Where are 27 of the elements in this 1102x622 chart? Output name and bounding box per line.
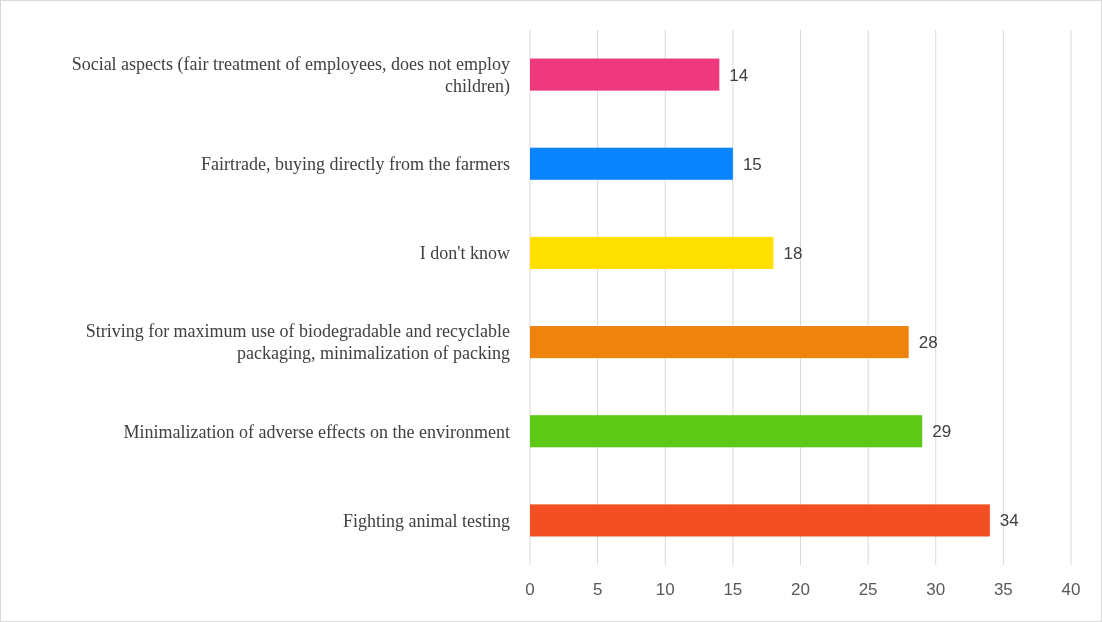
y-tick-label: I don't know (419, 243, 510, 264)
x-tick-label: 10 (655, 580, 675, 599)
bar (530, 236, 774, 269)
bar (530, 504, 990, 537)
x-tick-label: 25 (858, 580, 878, 599)
data-label: 34 (999, 511, 1019, 531)
y-tick-label: Fighting animal testing (343, 510, 510, 531)
data-label: 14 (729, 65, 749, 85)
x-tick-label: 15 (723, 580, 743, 599)
y-tick-label: Striving for maximum use of biodegradable and recyclable packaging, minimalization of packing (85, 321, 510, 364)
data-label: 18 (783, 243, 803, 263)
y-tick-label: Minimalization of adverse effects on the environment (123, 421, 510, 442)
data-label: 29 (932, 422, 952, 442)
x-tick-label: 0 (525, 580, 535, 599)
data-label: 28 (918, 333, 938, 353)
y-tick-label: Fairtrade, buying directly from the farmers (201, 154, 510, 175)
x-tick-label: 30 (926, 580, 946, 599)
bar (530, 58, 720, 91)
y-tick-label: Social aspects (fair treatment of employees, does not employ children) (71, 53, 511, 97)
bar (530, 147, 733, 180)
data-label: 15 (742, 154, 762, 174)
bar (530, 326, 909, 359)
x-tick-label: 40 (1061, 580, 1081, 599)
x-tick-label: 35 (993, 580, 1013, 599)
x-tick-label: 5 (592, 580, 603, 599)
bar (530, 415, 923, 448)
x-tick-label: 20 (791, 580, 810, 599)
